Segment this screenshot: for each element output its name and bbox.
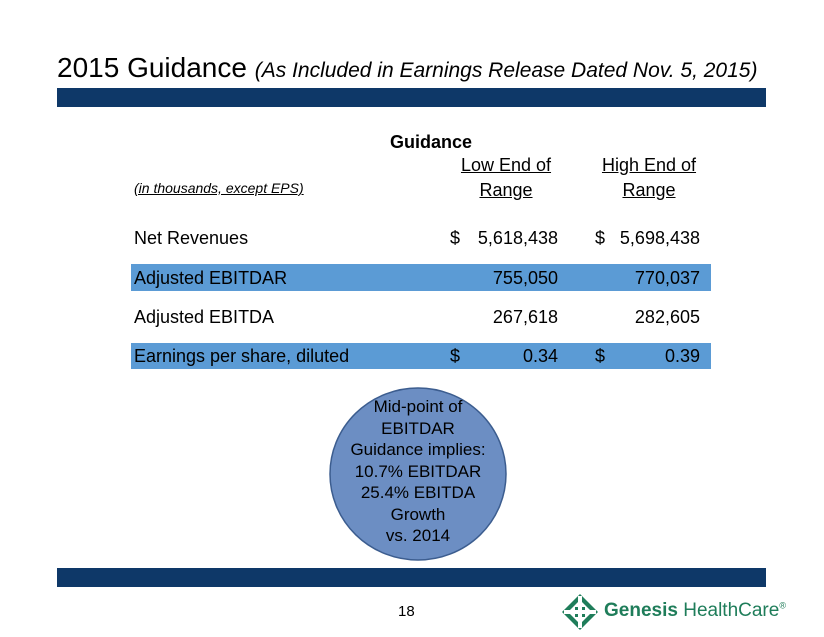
row-label: Adjusted EBITDA: [134, 307, 275, 327]
top-bar: [57, 88, 766, 107]
callout-line: Growth: [390, 504, 446, 524]
title: 2015 Guidance: [57, 52, 247, 83]
column-header: Range: [479, 180, 533, 200]
value: 5,618,438: [477, 228, 558, 248]
callout-line: vs. 2014: [385, 526, 451, 545]
row-highlight: [131, 343, 711, 369]
row-label: Adjusted EBITDAR: [134, 268, 288, 288]
logo-mark: ®: [779, 600, 786, 611]
row-highlight: [131, 264, 711, 291]
value: 0.39: [664, 346, 700, 366]
circle: [329, 387, 507, 561]
callout-line: EBITDAR: [381, 418, 455, 438]
value: 770,037: [634, 268, 700, 288]
row-label: Net Revenues: [134, 228, 249, 248]
value: 755,050: [492, 268, 558, 288]
row-label: Earnings per share, diluted: [134, 346, 350, 366]
column-header: Range: [622, 180, 676, 200]
column-header: High End of: [601, 155, 697, 175]
subtitle: (As Included in Earnings Release Dated N…: [254, 59, 758, 82]
page-number: 18: [398, 603, 415, 620]
bottom-bar: [57, 568, 766, 587]
value: 267,618: [492, 307, 558, 327]
group-header: Guidance: [390, 132, 473, 152]
logo-name: Genesis: [604, 600, 678, 621]
value: 0.34: [522, 346, 558, 366]
logo-suffix: HealthCare: [683, 600, 780, 621]
callout-line: 25.4% EBITDA: [360, 483, 476, 502]
callout-line: 10.7% EBITDAR: [354, 461, 482, 481]
title-line: 2015 Guidance (As Included in Earnings R…: [57, 52, 757, 84]
callout-text: Mid-point of EBITDAR Guidance implies: 10.7…: [330, 396, 506, 547]
value: 5,698,438: [619, 228, 700, 248]
logo-text: Genesis HealthCare®: [604, 600, 786, 622]
callout-line: Mid-point of: [373, 397, 463, 416]
currency: $: [450, 228, 461, 248]
logo-icon: [562, 594, 598, 630]
currency: $: [595, 228, 606, 248]
callout-line: Guidance implies:: [350, 440, 486, 459]
column-header: Low End of: [460, 155, 552, 175]
currency: $: [450, 346, 461, 366]
callout-circle: [329, 387, 507, 561]
currency: $: [595, 346, 606, 366]
value: 282,605: [634, 307, 700, 327]
units-note: (in thousands, except EPS): [134, 180, 304, 196]
